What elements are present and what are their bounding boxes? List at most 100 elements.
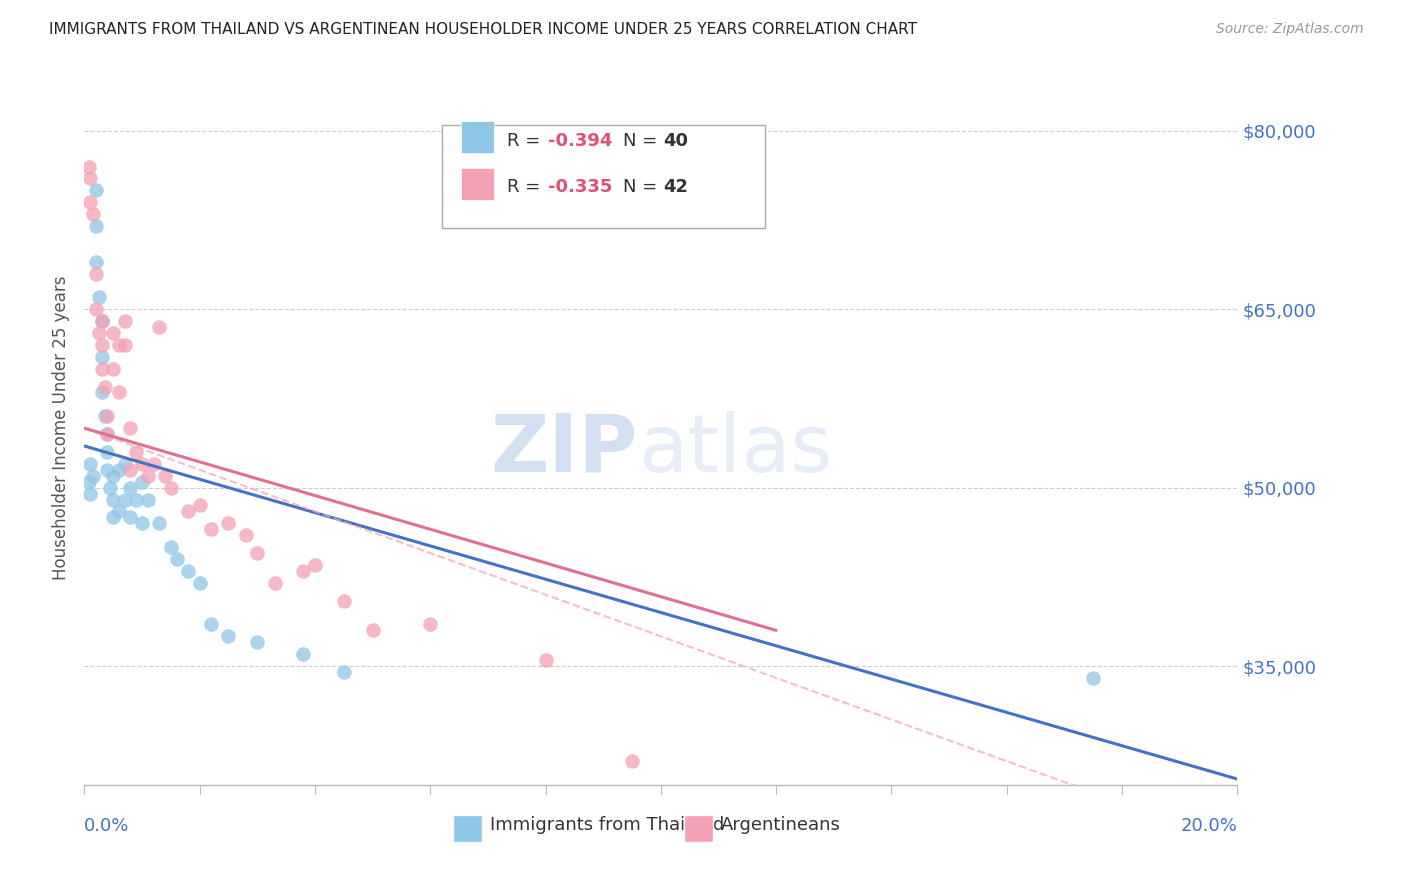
Y-axis label: Householder Income Under 25 years: Householder Income Under 25 years bbox=[52, 276, 70, 581]
Point bbox=[103, 510, 124, 524]
Point bbox=[246, 546, 269, 560]
Point bbox=[131, 516, 153, 531]
Text: -0.335: -0.335 bbox=[548, 178, 612, 196]
Point bbox=[419, 617, 441, 632]
Point bbox=[120, 510, 142, 524]
Point bbox=[125, 492, 148, 507]
Point bbox=[84, 183, 107, 197]
Point bbox=[131, 475, 153, 489]
Point bbox=[103, 361, 124, 376]
Point bbox=[333, 665, 356, 679]
Point bbox=[77, 475, 100, 489]
Text: N =: N = bbox=[623, 132, 662, 150]
Text: Immigrants from Thailand: Immigrants from Thailand bbox=[491, 816, 724, 834]
Point bbox=[292, 647, 315, 661]
Point bbox=[87, 290, 110, 304]
Point bbox=[103, 326, 124, 340]
Point bbox=[235, 528, 257, 542]
Point bbox=[142, 457, 165, 471]
Text: N =: N = bbox=[623, 178, 662, 196]
Point bbox=[114, 457, 136, 471]
Point bbox=[200, 617, 222, 632]
Point bbox=[108, 504, 131, 518]
Point bbox=[160, 481, 183, 495]
Point bbox=[114, 492, 136, 507]
Point bbox=[96, 463, 118, 477]
Point bbox=[108, 385, 131, 400]
Bar bbox=[453, 815, 482, 842]
Point bbox=[103, 468, 124, 483]
Point bbox=[87, 326, 110, 340]
Text: 42: 42 bbox=[664, 178, 688, 196]
Point bbox=[79, 457, 101, 471]
Text: Source: ZipAtlas.com: Source: ZipAtlas.com bbox=[1216, 22, 1364, 37]
Point bbox=[96, 427, 118, 442]
Text: IMMIGRANTS FROM THAILAND VS ARGENTINEAN HOUSEHOLDER INCOME UNDER 25 YEARS CORREL: IMMIGRANTS FROM THAILAND VS ARGENTINEAN … bbox=[49, 22, 917, 37]
Point bbox=[131, 457, 153, 471]
Point bbox=[114, 338, 136, 352]
Text: 40: 40 bbox=[664, 132, 688, 150]
Point bbox=[98, 481, 121, 495]
Point bbox=[292, 564, 315, 578]
Text: R =: R = bbox=[508, 178, 547, 196]
Point bbox=[1083, 671, 1105, 685]
Point bbox=[90, 314, 112, 328]
Point bbox=[218, 629, 240, 643]
Text: 0.0%: 0.0% bbox=[84, 817, 129, 835]
Point bbox=[90, 385, 112, 400]
Point bbox=[93, 379, 115, 393]
Point bbox=[82, 468, 104, 483]
Point bbox=[93, 409, 115, 424]
Point bbox=[148, 320, 170, 334]
Point bbox=[160, 540, 183, 554]
Bar bbox=[461, 168, 494, 200]
Text: atlas: atlas bbox=[638, 410, 832, 489]
Point bbox=[333, 593, 356, 607]
Text: ZIP: ZIP bbox=[491, 410, 638, 489]
Point bbox=[177, 564, 200, 578]
Point bbox=[79, 171, 101, 186]
Point bbox=[120, 463, 142, 477]
Point bbox=[218, 516, 240, 531]
Point bbox=[125, 445, 148, 459]
Point bbox=[84, 267, 107, 281]
Point bbox=[263, 575, 285, 590]
Point bbox=[153, 468, 176, 483]
Point bbox=[120, 421, 142, 435]
Bar bbox=[461, 121, 494, 153]
Point bbox=[304, 558, 326, 572]
Point bbox=[108, 338, 131, 352]
Text: -0.394: -0.394 bbox=[548, 132, 612, 150]
Point bbox=[84, 302, 107, 317]
Point bbox=[136, 492, 159, 507]
Text: 20.0%: 20.0% bbox=[1181, 817, 1237, 835]
Point bbox=[82, 207, 104, 221]
FancyBboxPatch shape bbox=[441, 125, 765, 228]
Point bbox=[108, 463, 131, 477]
Point bbox=[361, 624, 384, 638]
Point bbox=[188, 575, 211, 590]
Point bbox=[96, 409, 118, 424]
Point bbox=[90, 350, 112, 364]
Point bbox=[188, 499, 211, 513]
Point bbox=[90, 361, 112, 376]
Point bbox=[96, 445, 118, 459]
Point bbox=[96, 427, 118, 442]
Point bbox=[120, 481, 142, 495]
Text: Argentineans: Argentineans bbox=[721, 816, 841, 834]
Point bbox=[79, 486, 101, 500]
Bar bbox=[683, 815, 713, 842]
Point bbox=[77, 160, 100, 174]
Point bbox=[84, 254, 107, 268]
Point bbox=[200, 522, 222, 536]
Point bbox=[177, 504, 200, 518]
Point bbox=[90, 338, 112, 352]
Point bbox=[621, 754, 644, 768]
Point bbox=[534, 653, 557, 667]
Point bbox=[84, 219, 107, 233]
Point bbox=[114, 314, 136, 328]
Point bbox=[103, 492, 124, 507]
Point bbox=[148, 516, 170, 531]
Text: R =: R = bbox=[508, 132, 547, 150]
Point bbox=[166, 552, 188, 566]
